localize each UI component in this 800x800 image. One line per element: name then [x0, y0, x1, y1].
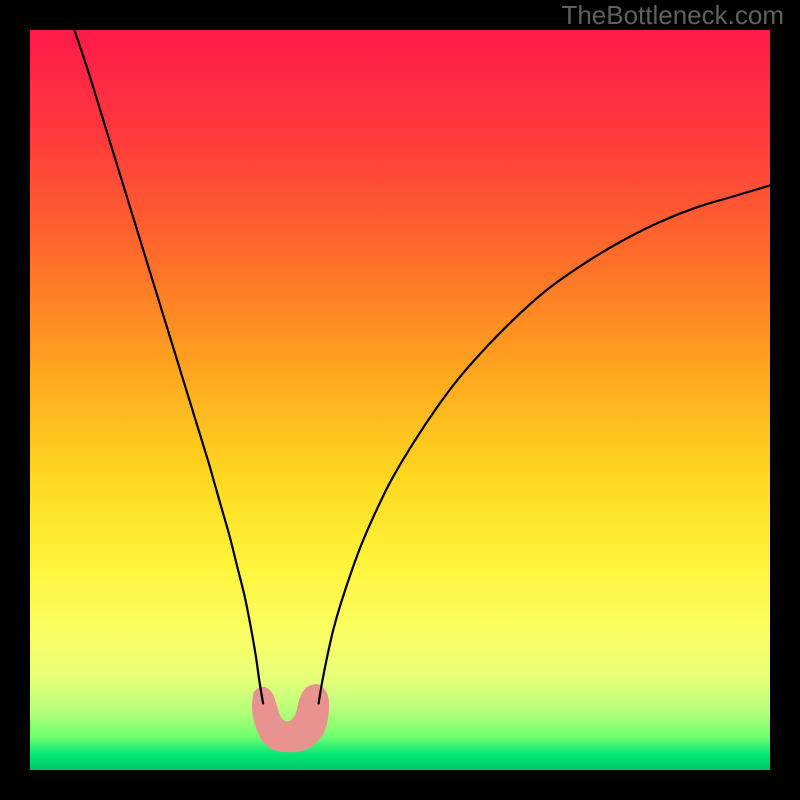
gradient-background	[30, 30, 770, 770]
chart-container: TheBottleneck.com	[0, 0, 800, 800]
watermark-text: TheBottleneck.com	[561, 0, 784, 31]
plot-area	[30, 30, 770, 770]
chart-svg	[30, 30, 770, 770]
